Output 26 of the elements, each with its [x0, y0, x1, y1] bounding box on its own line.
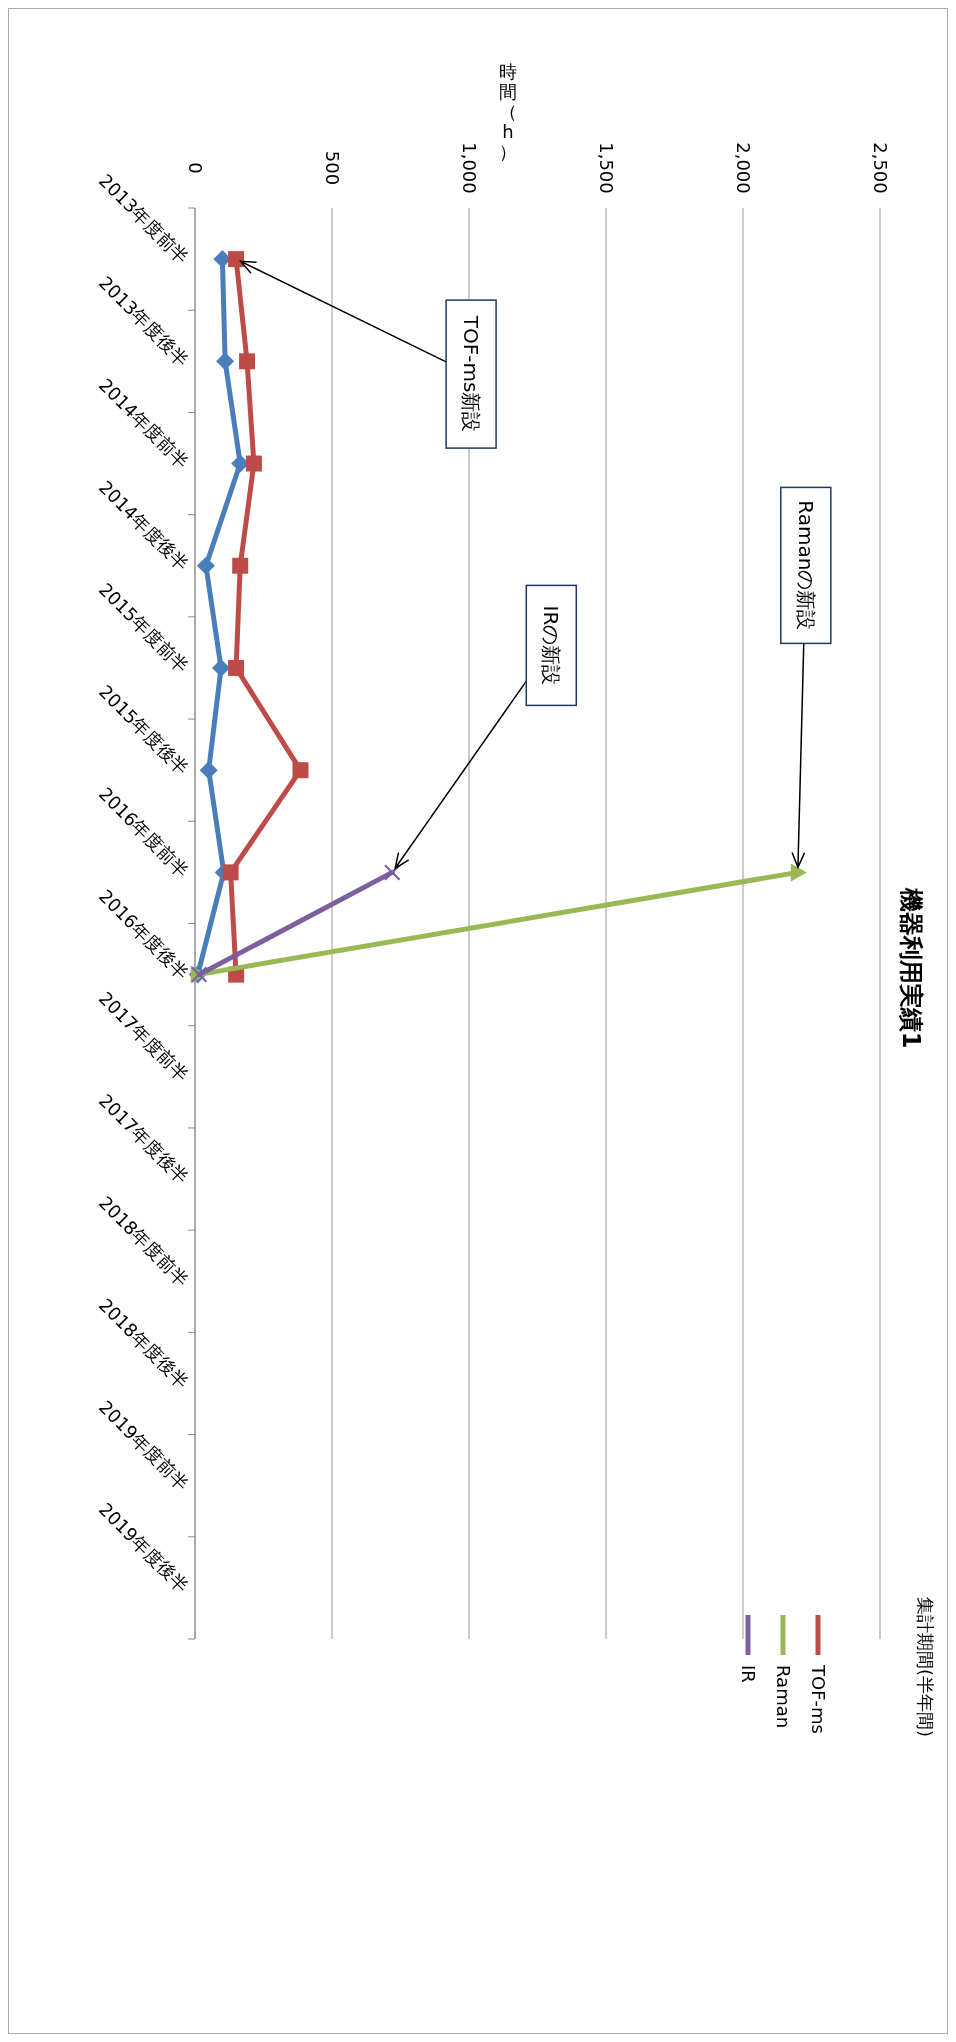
point — [199, 761, 218, 780]
legend-label: IR — [737, 1665, 759, 1683]
point — [216, 352, 235, 371]
point — [222, 864, 239, 881]
x-tick-label: 1,000 — [458, 142, 480, 194]
annotation: TOF-ms新設 — [459, 314, 484, 433]
point — [232, 557, 249, 574]
x-tick-label: 2,000 — [732, 142, 754, 194]
x-tick-label: 1,500 — [595, 142, 617, 194]
point — [245, 455, 262, 472]
point — [228, 251, 245, 268]
point — [239, 353, 256, 370]
point — [212, 658, 231, 677]
point — [196, 556, 215, 575]
annotation: IRの新設 — [539, 605, 564, 686]
annotation: Ramanの新設 — [793, 500, 818, 631]
x-tick-label: 2,500 — [869, 142, 891, 194]
point — [292, 762, 309, 779]
x-tick-label: 0 — [184, 162, 206, 174]
x-tick-label: 500 — [321, 150, 343, 186]
x-axis-title: 時間（h） — [499, 61, 517, 162]
legend-label: Raman — [772, 1665, 794, 1729]
y-axis-title: 集計期間(半年間) — [914, 1596, 936, 1738]
point — [228, 659, 245, 676]
legend-label: TOF-ms — [807, 1664, 829, 1734]
text: 機器利用実績1 — [897, 886, 925, 1049]
